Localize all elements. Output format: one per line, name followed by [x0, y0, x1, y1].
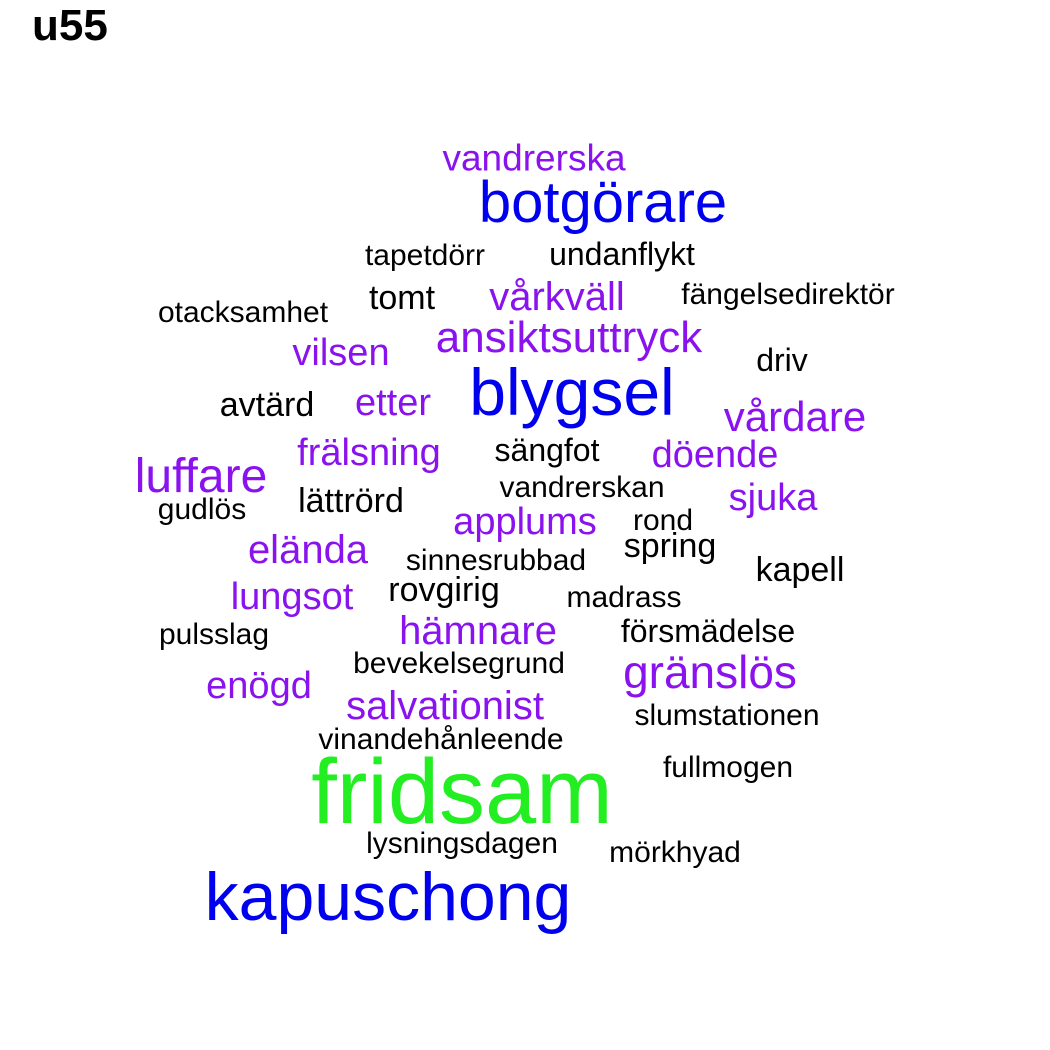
cloud-word: sinnesrubbad [405, 544, 587, 577]
cloud-word: hämnare [399, 609, 557, 653]
cloud-word: vinandehånleende [318, 723, 564, 756]
cloud-word: försmädelse [620, 613, 796, 649]
cloud-word: applums [453, 501, 597, 543]
cloud-word: rond [632, 504, 694, 537]
cloud-word: lysningsdagen [366, 827, 558, 860]
cloud-word: fridsam [311, 741, 613, 843]
cloud-word: kapuschong [204, 859, 572, 935]
cloud-word: mörkhyad [609, 836, 741, 869]
cloud-word: gudlös [157, 493, 247, 526]
cloud-word: luffare [134, 450, 268, 503]
cloud-word: etter [354, 382, 432, 424]
cloud-word: vårdare [723, 393, 867, 440]
cloud-word: tapetdörr [364, 239, 486, 272]
cloud-word: vilsen [292, 332, 390, 374]
cloud-word: lungsot [230, 576, 354, 618]
cloud-word: pulsslag [158, 618, 270, 651]
cloud-word: avtärd [219, 386, 315, 424]
cloud-word: lättrörd [298, 482, 404, 520]
cloud-word: botgörare [478, 170, 728, 235]
cloud-word: vårkväll [489, 275, 625, 319]
cloud-word: ansiktsuttryck [435, 313, 703, 362]
cloud-word: slumstationen [634, 699, 820, 732]
cloud-word: driv [756, 342, 808, 378]
cloud-word: salvationist [346, 684, 544, 728]
cloud-word: otacksamhet [157, 296, 329, 329]
cloud-word: blygsel [469, 355, 675, 429]
cloud-word: döende [651, 434, 779, 476]
cloud-word: frälsning [297, 432, 441, 474]
cloud-word: rovgirig [388, 571, 500, 609]
page-title: u55 [32, 1, 108, 50]
cloud-word: spring [623, 527, 717, 565]
cloud-word: kapell [755, 551, 845, 589]
cloud-word: bevekelsegrund [353, 647, 565, 680]
cloud-word: vandrerskan [499, 471, 665, 504]
cloud-word: tomt [368, 279, 436, 317]
cloud-word: sängfot [494, 432, 600, 468]
cloud-word: sjuka [728, 477, 818, 519]
cloud-word: undanflykt [549, 236, 695, 272]
cloud-word: madrass [566, 581, 682, 614]
cloud-word: fullmogen [662, 751, 794, 784]
cloud-word: enögd [206, 665, 312, 707]
cloud-word: vandrerska [442, 137, 626, 179]
cloud-word: elända [247, 528, 369, 572]
cloud-word: gränslös [623, 646, 797, 698]
cloud-word: fängelsedirektör [681, 278, 895, 311]
